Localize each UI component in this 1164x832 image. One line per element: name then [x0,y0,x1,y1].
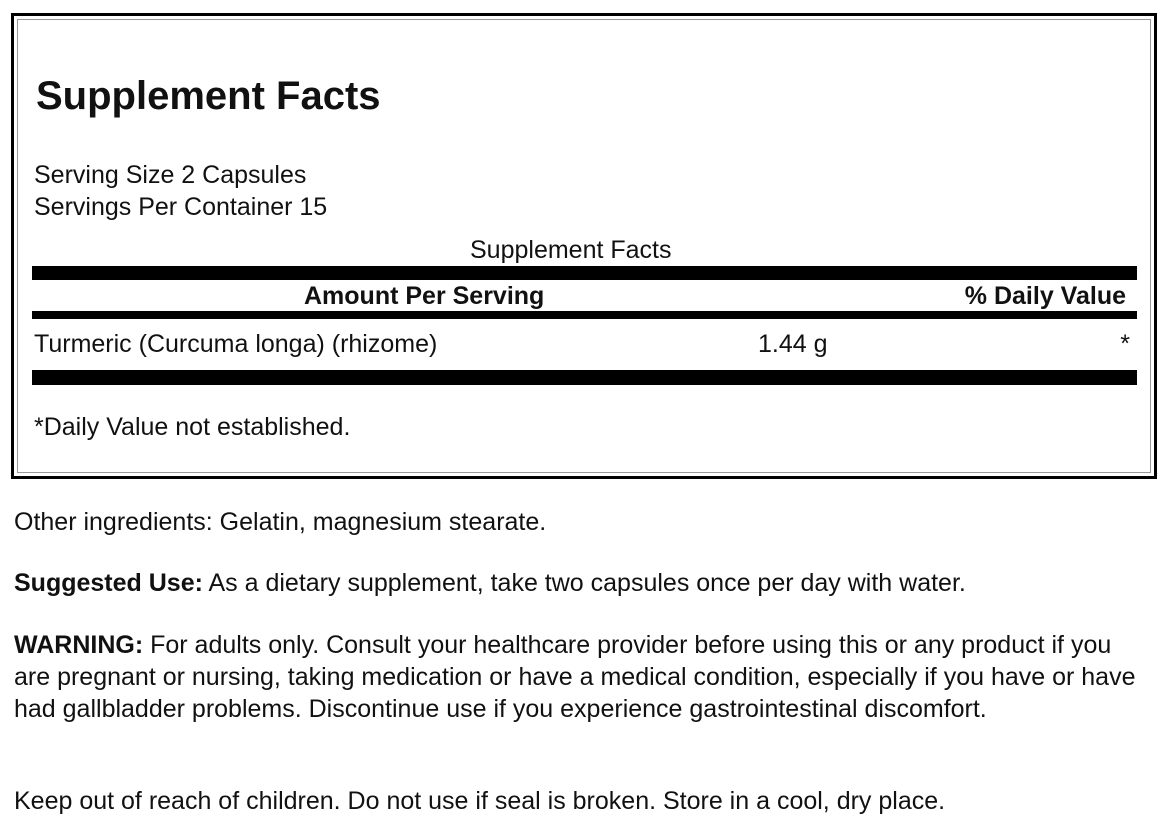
thick-divider-bottom [32,370,1137,385]
footnote: *Daily Value not established. [34,413,351,441]
warning: WARNING: For adults only. Consult your h… [14,629,1144,725]
panel-title: Supplement Facts [36,74,381,118]
header-amount: Amount Per Serving [304,282,545,310]
suggested-use: Suggested Use: As a dietary supplement, … [14,567,1144,599]
suggested-use-text: As a dietary supplement, take two capsul… [202,569,966,597]
ingredient-amount: 1.44 g [758,330,828,358]
thick-divider [32,266,1137,280]
ingredient-name: Turmeric (Curcuma longa) (rhizome) [34,330,438,358]
ingredient-dv: * [1120,330,1130,358]
serving-size: Serving Size 2 Capsules [34,161,307,189]
supplement-facts-panel: Supplement Facts Serving Size 2 Capsules… [11,13,1157,479]
servings-per-container: Servings Per Container 15 [34,193,328,221]
header-daily-value: % Daily Value [964,282,1126,310]
inner-border [17,19,1151,473]
suggested-use-label: Suggested Use: [14,569,203,597]
warning-text: For adults only. Consult your healthcare… [14,631,1136,723]
medium-divider [32,311,1137,319]
other-ingredients: Other ingredients: Gelatin, magnesium st… [14,508,547,536]
storage-note: Keep out of reach of children. Do not us… [14,787,946,815]
warning-label: WARNING: [14,631,144,659]
table-caption: Supplement Facts [470,236,672,264]
